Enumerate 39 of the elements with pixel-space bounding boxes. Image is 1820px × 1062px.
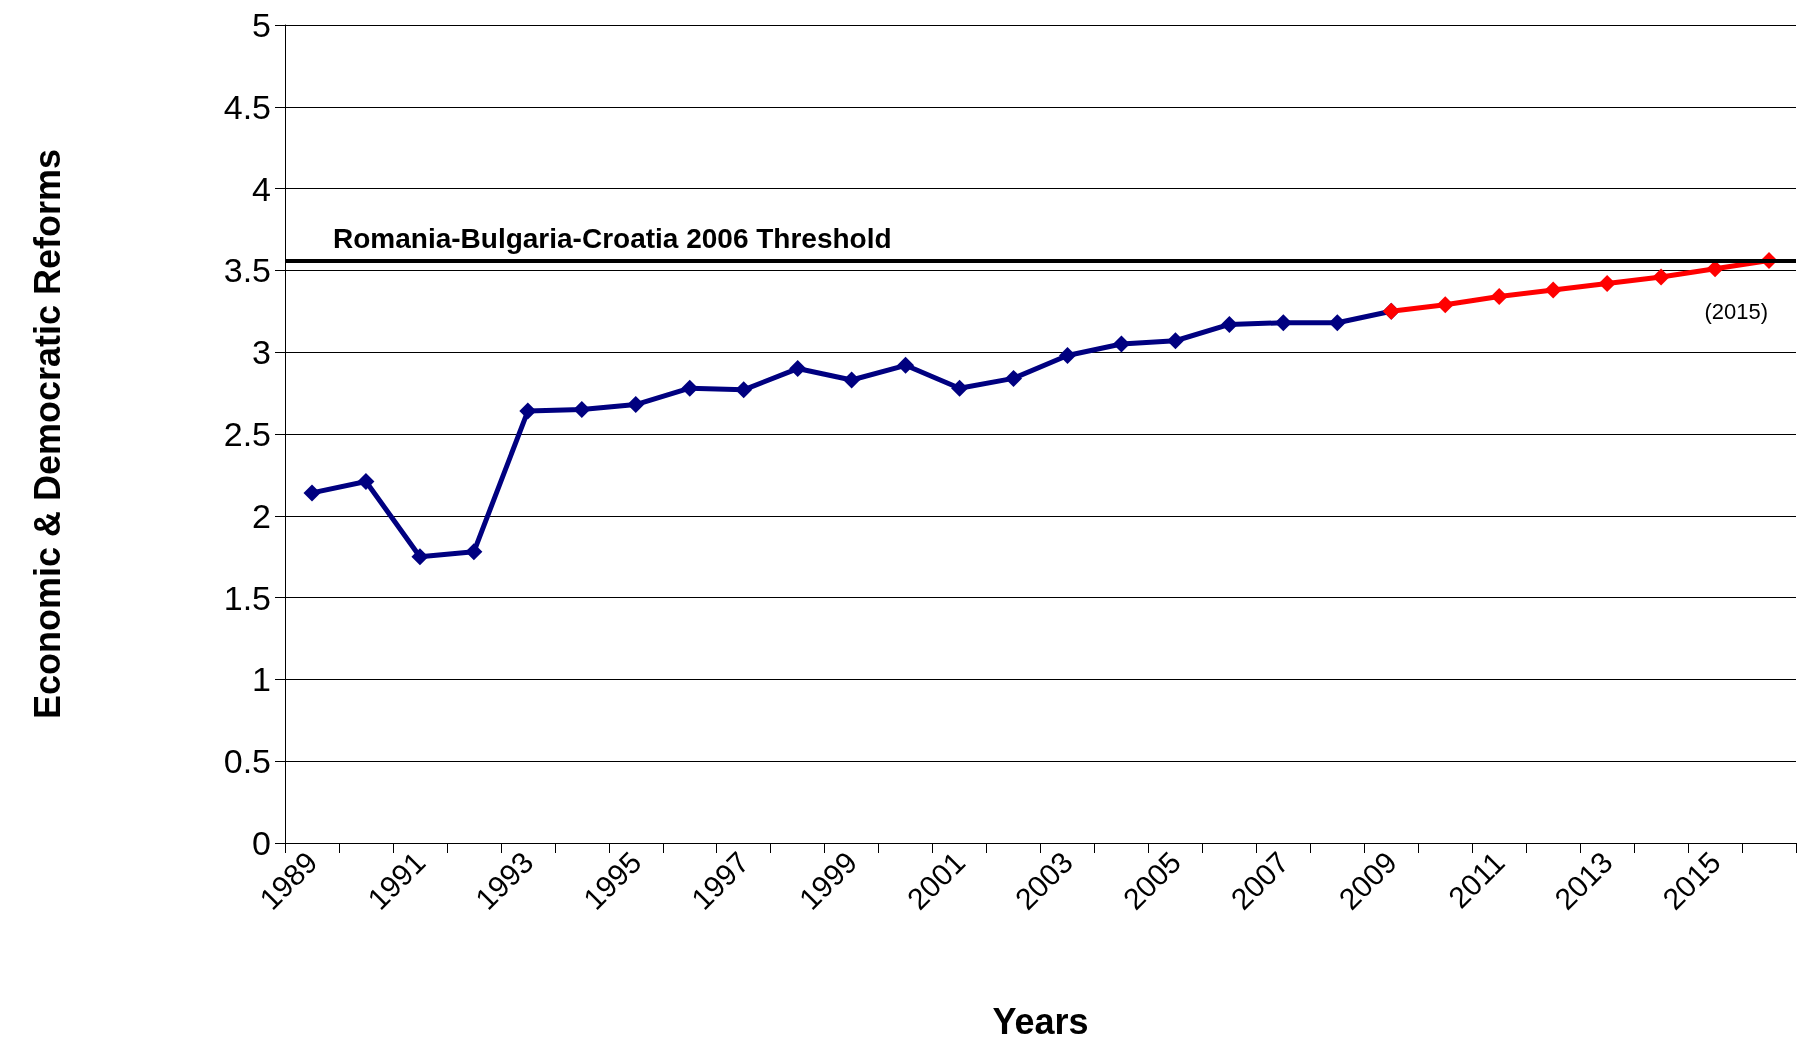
- point: [843, 371, 861, 389]
- point: [951, 379, 969, 397]
- y-tick-label: 1: [252, 660, 271, 699]
- point: [1274, 314, 1292, 332]
- point: [303, 484, 321, 502]
- point: [1058, 346, 1076, 364]
- y-tick-label: 0: [252, 824, 271, 862]
- point: [1652, 268, 1670, 286]
- annotation: (2015): [1704, 298, 1768, 324]
- y-tick-label: 4: [252, 169, 271, 208]
- point: [1436, 296, 1454, 314]
- point: [1220, 315, 1238, 333]
- point: [1005, 369, 1023, 387]
- point: [1112, 335, 1130, 353]
- point: [1544, 281, 1562, 299]
- point: [411, 548, 429, 566]
- point: [573, 400, 591, 418]
- y-axis-title: Economic & Democratic Reforms: [26, 148, 68, 720]
- y-tick-label: 2: [252, 496, 271, 535]
- x-axis-title: Years: [992, 1000, 1089, 1042]
- point: [1328, 314, 1346, 332]
- point: [1598, 274, 1616, 292]
- point: [465, 543, 483, 561]
- point: [897, 356, 915, 374]
- point: [1490, 288, 1508, 306]
- y-tick-label: 4.5: [223, 87, 271, 126]
- y-tick-label: 3: [252, 333, 271, 372]
- y-tick-label: 2.5: [223, 415, 271, 453]
- point: [627, 396, 645, 414]
- y-tick-label: 5: [252, 6, 271, 44]
- point: [357, 472, 375, 490]
- ref-line-label: Romania-Bulgaria-Croatia 2006 Threshold: [333, 223, 892, 255]
- point: [1166, 332, 1184, 350]
- y-tick-label: 3.5: [223, 251, 271, 290]
- y-tick-label: 1.5: [223, 578, 271, 617]
- point: [519, 402, 537, 420]
- y-tick-label: 0.5: [223, 742, 271, 781]
- point: [789, 360, 807, 378]
- point: [735, 381, 753, 399]
